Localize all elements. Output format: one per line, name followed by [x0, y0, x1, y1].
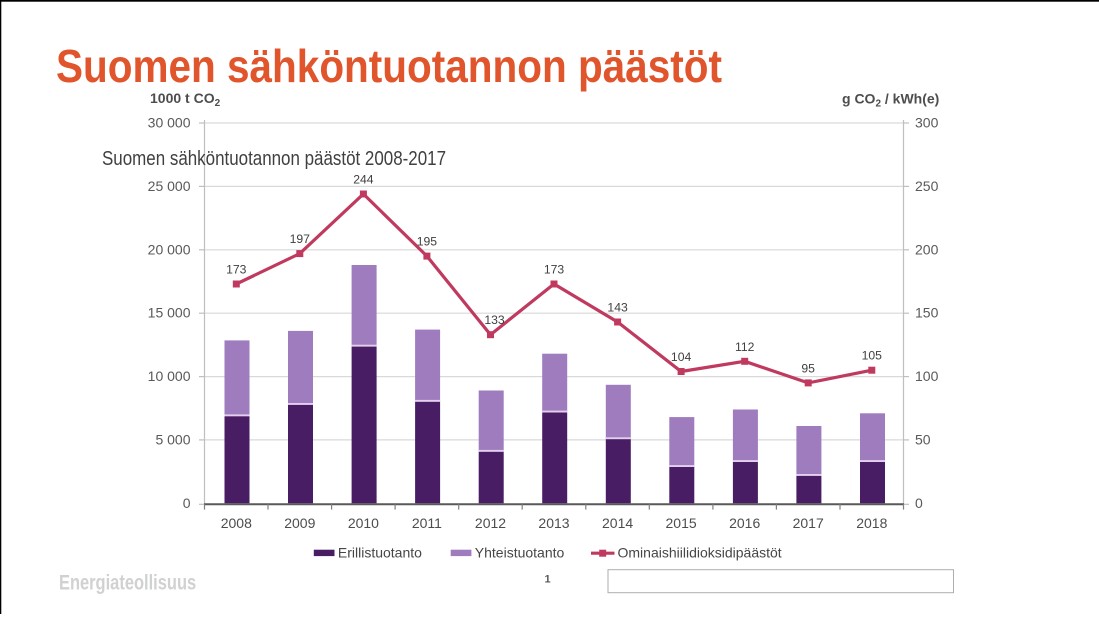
svg-text:195: 195 — [417, 235, 438, 249]
svg-text:10 000: 10 000 — [148, 368, 191, 384]
svg-text:133: 133 — [484, 313, 505, 327]
svg-text:2010: 2010 — [348, 515, 379, 531]
svg-text:200: 200 — [915, 241, 939, 257]
svg-text:100: 100 — [915, 368, 939, 384]
svg-text:104: 104 — [671, 350, 692, 364]
svg-text:105: 105 — [862, 349, 883, 363]
svg-text:Suomen sähköntuotannon päästöt: Suomen sähköntuotannon päästöt 2008-2017 — [102, 147, 446, 170]
svg-text:2009: 2009 — [284, 515, 315, 531]
svg-text:95: 95 — [801, 361, 815, 375]
svg-text:Yhteistuotanto: Yhteistuotanto — [475, 544, 565, 560]
svg-text:112: 112 — [735, 340, 755, 354]
svg-text:0: 0 — [915, 495, 923, 511]
svg-text:5 000: 5 000 — [155, 431, 190, 447]
svg-text:2012: 2012 — [475, 515, 506, 531]
svg-text:143: 143 — [607, 301, 628, 315]
svg-text:2018: 2018 — [856, 515, 887, 531]
svg-text:150: 150 — [915, 305, 939, 321]
svg-text:2008: 2008 — [221, 515, 252, 531]
svg-text:Suomen sähköntuotannon päästöt: Suomen sähköntuotannon päästöt — [56, 40, 722, 92]
svg-text:Ominaishiilidioksidipäästöt: Ominaishiilidioksidipäästöt — [618, 544, 782, 560]
svg-text:2016: 2016 — [729, 515, 760, 531]
svg-text:2017: 2017 — [793, 515, 824, 531]
svg-text:2014: 2014 — [602, 515, 633, 531]
svg-text:50: 50 — [915, 431, 931, 447]
svg-text:2011: 2011 — [412, 515, 442, 531]
svg-text:197: 197 — [290, 232, 311, 246]
svg-text:Erillistuotanto: Erillistuotanto — [338, 544, 422, 560]
svg-text:1000 t CO2: 1000 t CO2 — [150, 90, 221, 109]
svg-text:20 000: 20 000 — [148, 241, 191, 257]
svg-text:173: 173 — [544, 263, 565, 277]
svg-text:Energiateollisuus: Energiateollisuus — [59, 571, 196, 595]
svg-text:25 000: 25 000 — [148, 178, 191, 194]
svg-text:g CO2 / kWh(e): g CO2 / kWh(e) — [842, 91, 939, 110]
svg-text:2015: 2015 — [666, 515, 697, 531]
svg-text:1: 1 — [545, 574, 551, 586]
svg-text:15 000: 15 000 — [148, 305, 191, 321]
svg-text:244: 244 — [353, 173, 374, 187]
svg-text:250: 250 — [915, 178, 939, 194]
svg-text:30 000: 30 000 — [148, 115, 191, 131]
svg-text:2013: 2013 — [538, 515, 569, 531]
svg-text:173: 173 — [226, 263, 247, 277]
svg-text:0: 0 — [183, 495, 191, 511]
svg-text:300: 300 — [915, 115, 939, 131]
